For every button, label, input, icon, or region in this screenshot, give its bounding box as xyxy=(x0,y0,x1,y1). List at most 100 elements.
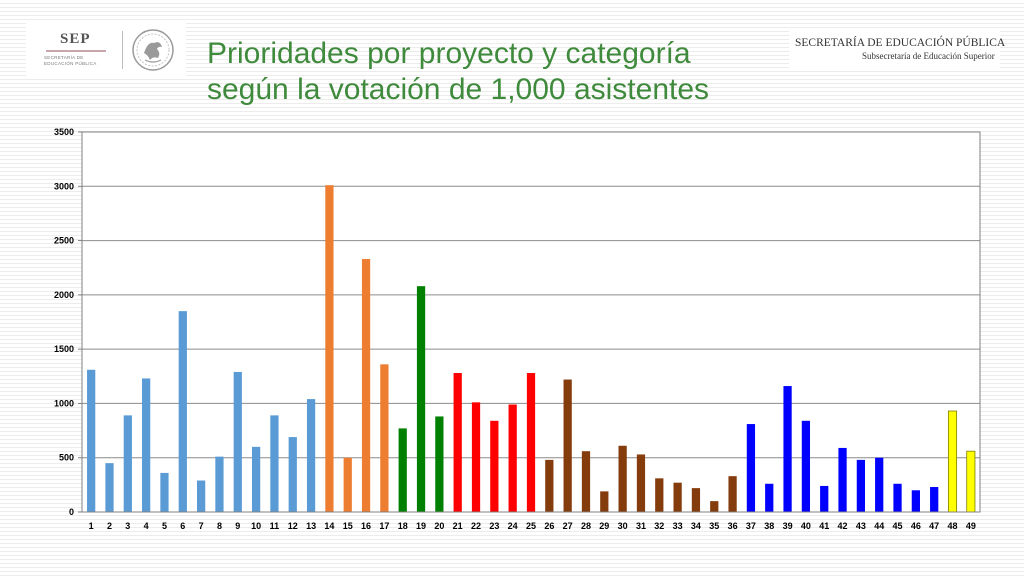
x-tick-label: 37 xyxy=(746,521,756,531)
x-tick-label: 49 xyxy=(966,521,976,531)
sep-logo-subtitle-2: EDUCACIÓN PÚBLICA xyxy=(44,61,97,66)
bar-32 xyxy=(655,478,664,512)
bar-21 xyxy=(453,373,462,512)
x-tick-label: 34 xyxy=(691,521,701,531)
bar-42 xyxy=(838,447,847,512)
bar-27 xyxy=(563,379,572,512)
bar-38 xyxy=(765,483,774,512)
x-tick-label: 22 xyxy=(471,521,481,531)
x-tick-label: 41 xyxy=(819,521,829,531)
x-tick-label: 29 xyxy=(599,521,609,531)
sep-logo-line xyxy=(46,50,106,52)
y-axis-ticks: 0 500 1000 1500 2000 2500 3000 3500 xyxy=(54,127,82,517)
x-tick-label: 11 xyxy=(270,521,280,531)
x-tick-label: 13 xyxy=(306,521,316,531)
plot-border xyxy=(81,131,981,513)
bar-31 xyxy=(636,454,646,512)
bar-8 xyxy=(215,456,224,512)
bar-35 xyxy=(710,501,719,512)
y-tick-label: 2500 xyxy=(54,236,74,246)
x-tick-label: 48 xyxy=(948,521,958,531)
bar-5 xyxy=(160,472,169,512)
bar-46 xyxy=(911,490,920,512)
y-tick-label: 0 xyxy=(69,507,74,517)
bar-16 xyxy=(361,259,371,512)
bar-36 xyxy=(728,476,737,512)
x-tick-label: 35 xyxy=(709,521,719,531)
sep-logo: SEP SECRETARÍA DE EDUCACIÓN PÚBLICA xyxy=(26,21,186,78)
x-tick-label: 38 xyxy=(764,521,774,531)
bar-6 xyxy=(178,311,187,512)
bar-14 xyxy=(325,185,334,512)
bar-34 xyxy=(691,488,701,512)
x-tick-label: 36 xyxy=(728,521,738,531)
x-tick-label: 18 xyxy=(398,521,408,531)
sep-logo-subtitle-1: SECRETARÍA DE xyxy=(44,55,84,60)
bar-18 xyxy=(398,428,407,512)
x-tick-label: 19 xyxy=(416,521,426,531)
x-tick-label: 23 xyxy=(489,521,499,531)
bar-15 xyxy=(343,457,352,512)
x-tick-label: 21 xyxy=(453,521,463,531)
y-tick-label: 2000 xyxy=(54,290,74,300)
bar-17 xyxy=(380,364,389,512)
logo-divider xyxy=(122,31,123,69)
x-tick-label: 1 xyxy=(89,521,94,531)
x-axis-ticks: 1 2 3 4 5 6 7 8 9 10 11 12 13 14 15 16 17 18 19 20 21 22 23 24 2… xyxy=(89,521,976,531)
title-line-2: según la votación de 1,000 asistentes xyxy=(207,73,710,106)
bar-41 xyxy=(820,485,829,512)
x-tick-label: 40 xyxy=(801,521,811,531)
bar-47 xyxy=(930,487,939,512)
x-tick-label: 17 xyxy=(379,521,389,531)
bar-12 xyxy=(288,437,297,512)
bar-33 xyxy=(673,482,682,512)
bar-43 xyxy=(856,459,866,512)
title-line-1: Prioridades por proyecto y categoría xyxy=(207,37,691,70)
page-title: Prioridades por proyecto y categoría seg… xyxy=(207,36,767,108)
x-tick-label: 26 xyxy=(544,521,554,531)
mexican-eagle-seal-icon xyxy=(132,29,174,71)
x-tick-label: 39 xyxy=(783,521,793,531)
bar-24 xyxy=(508,404,517,512)
x-tick-label: 4 xyxy=(144,521,149,531)
x-tick-label: 30 xyxy=(618,521,628,531)
bar-48 xyxy=(947,410,958,513)
bar-44 xyxy=(875,457,884,512)
x-tick-label: 7 xyxy=(199,521,204,531)
secretaria-logo-subtitle: Subsecretaría de Educación Superior xyxy=(862,51,995,61)
bar-23 xyxy=(490,420,499,512)
bar-29 xyxy=(600,491,609,512)
y-tick-label: 500 xyxy=(59,453,74,463)
bar-22 xyxy=(471,402,481,512)
x-tick-label: 14 xyxy=(324,521,334,531)
x-tick-label: 42 xyxy=(838,521,848,531)
x-tick-label: 44 xyxy=(874,521,884,531)
bar-19 xyxy=(416,286,426,512)
x-tick-label: 2 xyxy=(107,521,112,531)
x-tick-label: 3 xyxy=(125,521,130,531)
x-tick-label: 46 xyxy=(911,521,921,531)
x-tick-label: 20 xyxy=(434,521,444,531)
x-tick-label: 15 xyxy=(343,521,353,531)
x-tick-label: 32 xyxy=(654,521,664,531)
bar-45 xyxy=(893,483,902,512)
bar-4 xyxy=(142,378,151,512)
y-tick-label: 1000 xyxy=(54,398,74,408)
x-tick-label: 43 xyxy=(856,521,866,531)
x-tick-label: 47 xyxy=(929,521,939,531)
y-tick-label: 3000 xyxy=(54,181,74,191)
bar-39 xyxy=(783,386,792,512)
bar-3 xyxy=(123,415,132,512)
x-tick-label: 28 xyxy=(581,521,591,531)
bar-2 xyxy=(105,463,114,512)
bar-7 xyxy=(196,480,206,512)
x-tick-label: 25 xyxy=(526,521,536,531)
x-tick-label: 31 xyxy=(636,521,646,531)
secretaria-logo: SECRETARÍA DE EDUCACIÓN PÚBLICA Subsecre… xyxy=(789,30,1005,70)
bar-25 xyxy=(526,373,536,512)
x-tick-label: 10 xyxy=(251,521,261,531)
bar-26 xyxy=(545,459,554,512)
bar-11 xyxy=(270,415,279,512)
bar-37 xyxy=(746,424,756,512)
